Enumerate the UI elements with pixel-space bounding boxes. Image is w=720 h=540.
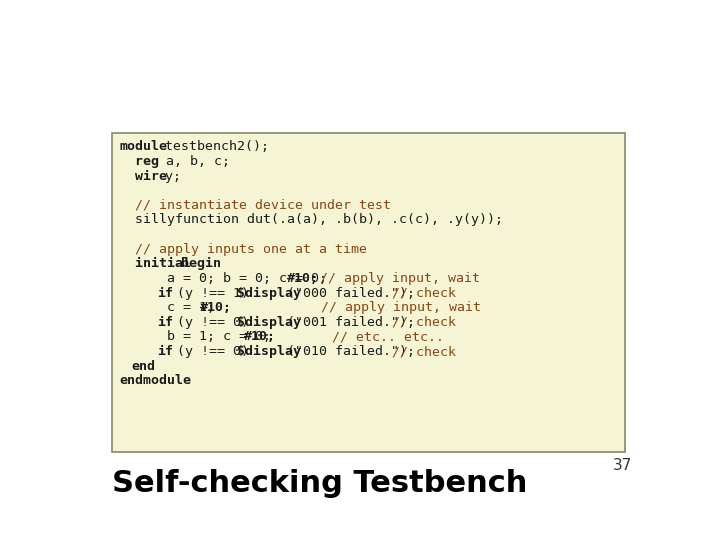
Text: reg: reg <box>120 155 159 168</box>
Text: (y !== 0): (y !== 0) <box>169 345 257 358</box>
Text: #10;: #10; <box>243 330 276 343</box>
Text: // instantiate device under test: // instantiate device under test <box>120 199 392 212</box>
Text: // apply inputs one at a time: // apply inputs one at a time <box>120 242 367 255</box>
Text: ("010 failed.");: ("010 failed."); <box>287 345 423 358</box>
Text: 37: 37 <box>613 458 632 473</box>
Text: module: module <box>120 140 168 153</box>
Text: initial: initial <box>120 257 192 271</box>
Text: b = 1; c = 0;: b = 1; c = 0; <box>120 330 279 343</box>
Text: a, b, c;: a, b, c; <box>150 155 230 168</box>
Text: $display: $display <box>238 345 301 358</box>
Text: // check: // check <box>392 287 456 300</box>
Text: #10;: #10; <box>287 272 319 285</box>
Text: if: if <box>157 345 173 358</box>
FancyBboxPatch shape <box>112 132 625 452</box>
Text: // check: // check <box>392 345 456 358</box>
Text: sillyfunction dut(.a(a), .b(b), .c(c), .y(y));: sillyfunction dut(.a(a), .b(b), .c(c), .… <box>120 213 503 226</box>
Text: y;: y; <box>157 170 181 183</box>
Text: c = 1;: c = 1; <box>120 301 223 314</box>
Text: endmodule: endmodule <box>120 374 192 387</box>
Text: if: if <box>157 316 173 329</box>
Text: end: end <box>132 360 156 373</box>
Text: // apply input, wait: // apply input, wait <box>225 301 481 314</box>
Text: (y !== 0): (y !== 0) <box>169 316 257 329</box>
Text: testbench2();: testbench2(); <box>157 140 269 153</box>
Text: Self-checking Testbench: Self-checking Testbench <box>112 469 527 498</box>
Text: begin: begin <box>181 257 222 271</box>
Text: a = 0; b = 0; c = 0;: a = 0; b = 0; c = 0; <box>120 272 336 285</box>
Text: ("000 failed.");: ("000 failed."); <box>287 287 423 300</box>
Text: $display: $display <box>238 287 301 300</box>
Text: #10;: #10; <box>200 301 232 314</box>
Text: $display: $display <box>238 316 301 329</box>
Text: if: if <box>157 287 173 300</box>
Text: // apply input, wait: // apply input, wait <box>312 272 480 285</box>
Text: ("001 failed.");: ("001 failed."); <box>287 316 423 329</box>
Text: // etc.. etc..: // etc.. etc.. <box>269 330 444 343</box>
Text: // check: // check <box>392 316 456 329</box>
Text: wire: wire <box>120 170 168 183</box>
Text: (y !== 1): (y !== 1) <box>169 287 257 300</box>
